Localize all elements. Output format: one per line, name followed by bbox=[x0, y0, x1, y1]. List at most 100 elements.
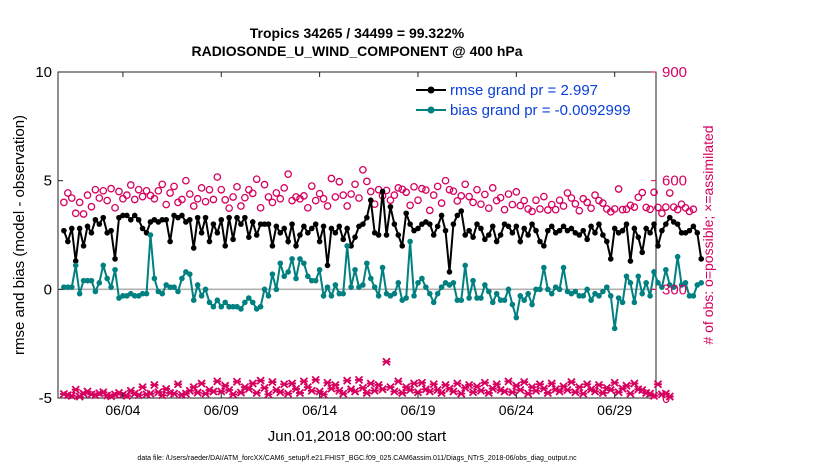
obs-possible-marker bbox=[587, 204, 595, 213]
rmse-point bbox=[265, 221, 272, 227]
obs-possible-marker bbox=[540, 192, 548, 201]
obs-possible-marker bbox=[154, 186, 163, 195]
bias-point bbox=[246, 295, 252, 301]
bias-point bbox=[312, 277, 319, 284]
rmse-point bbox=[367, 197, 374, 204]
rmse-point bbox=[568, 225, 575, 232]
bias-point bbox=[560, 264, 567, 271]
bias-point bbox=[175, 288, 181, 295]
obs-possible-marker bbox=[386, 196, 395, 205]
obs-assimilated-marker bbox=[366, 379, 375, 388]
obs-assimilated-marker bbox=[653, 380, 663, 389]
obs-possible-marker bbox=[166, 189, 174, 197]
obs-assimilated-marker bbox=[248, 379, 257, 388]
legend: rmse grand pr = 2.997 bias grand pr = -0… bbox=[416, 82, 631, 119]
rmse-point bbox=[529, 221, 535, 227]
rmse-point bbox=[478, 225, 484, 232]
bias-point bbox=[316, 266, 323, 273]
bias-point bbox=[360, 282, 366, 288]
y-right-tick-label: 0 bbox=[662, 390, 670, 407]
bias-point bbox=[580, 293, 587, 299]
bias-point bbox=[147, 232, 154, 238]
bias-point bbox=[584, 286, 590, 293]
rmse-point bbox=[230, 236, 236, 243]
obs-possible-marker bbox=[520, 196, 529, 205]
rmse-point bbox=[96, 221, 103, 227]
chart-title-line1: Tropics 34265 / 34499 = 99.322% bbox=[250, 25, 465, 41]
obs-assimilated-marker bbox=[457, 389, 466, 398]
obs-possible-marker bbox=[543, 206, 552, 214]
obs-possible-marker bbox=[103, 196, 112, 205]
obs-possible-marker bbox=[394, 184, 403, 192]
obs-possible-marker bbox=[359, 165, 367, 174]
obs-possible-marker bbox=[425, 206, 434, 215]
obs-possible-marker bbox=[646, 205, 654, 214]
footer-data-file: data file: /Users/raeder/DAI/ATM_forcXX/… bbox=[137, 455, 577, 462]
bias-point bbox=[131, 293, 138, 299]
obs-assimilated-marker bbox=[520, 377, 529, 387]
rmse-point bbox=[442, 227, 449, 234]
obs-possible-marker bbox=[484, 204, 493, 213]
obs-assimilated-marker bbox=[390, 387, 399, 396]
obs-assimilated-marker bbox=[476, 386, 486, 395]
bias-point bbox=[159, 290, 166, 297]
rmse-point bbox=[611, 225, 618, 232]
obs-possible-marker bbox=[536, 205, 544, 213]
obs-possible-marker bbox=[488, 184, 497, 192]
rmse-point bbox=[273, 223, 280, 230]
obs-possible-marker bbox=[327, 174, 336, 183]
obs-assimilated-marker bbox=[209, 387, 218, 396]
obs-possible-marker bbox=[366, 187, 375, 196]
obs-assimilated-marker bbox=[524, 389, 533, 398]
bias-point bbox=[257, 303, 264, 310]
bias-point bbox=[297, 256, 303, 262]
rmse-point bbox=[631, 225, 638, 232]
bias-point bbox=[364, 260, 370, 267]
obs-possible-marker bbox=[63, 189, 72, 197]
bias-point bbox=[674, 253, 681, 260]
bias-point bbox=[415, 280, 421, 286]
bias-point bbox=[371, 284, 378, 290]
rmse-point bbox=[663, 221, 669, 227]
obs-assimilated-marker bbox=[264, 390, 273, 399]
obs-possible-marker bbox=[551, 205, 560, 214]
bias-point bbox=[348, 284, 354, 290]
rmse-point bbox=[277, 230, 284, 236]
obs-possible-marker bbox=[130, 195, 139, 204]
y-right-tick-label: 900 bbox=[662, 64, 687, 81]
obs-assimilated-marker bbox=[409, 379, 419, 388]
bias-point bbox=[462, 262, 468, 269]
obs-possible-marker bbox=[512, 188, 521, 196]
rmse-point bbox=[497, 232, 504, 238]
bias-point bbox=[615, 295, 622, 301]
obs-possible-marker bbox=[555, 196, 564, 205]
rmse-point bbox=[517, 238, 524, 245]
bias-point bbox=[643, 280, 649, 286]
obs-assimilated-marker bbox=[398, 388, 407, 398]
bias-point bbox=[186, 271, 193, 277]
obs-possible-marker bbox=[626, 201, 635, 210]
obs-possible-marker bbox=[252, 175, 261, 184]
rmse-point bbox=[352, 234, 358, 240]
obs-possible-marker bbox=[158, 180, 167, 189]
obs-possible-marker bbox=[126, 181, 135, 189]
obs-possible-marker bbox=[685, 207, 694, 216]
obs-possible-marker bbox=[213, 173, 222, 181]
bias-point bbox=[607, 293, 614, 299]
obs-assimilated-marker bbox=[508, 388, 517, 397]
legend-bias-label: bias grand pr = -0.0092999 bbox=[450, 102, 631, 119]
rmse-point bbox=[206, 238, 213, 245]
obs-assimilated-marker bbox=[311, 375, 320, 385]
obs-possible-marker bbox=[339, 191, 348, 200]
bias-point bbox=[112, 266, 118, 273]
rmse-point bbox=[655, 243, 661, 249]
obs-assimilated-marker bbox=[252, 388, 261, 398]
rmse-point bbox=[525, 232, 531, 238]
obs-assimilated-marker bbox=[189, 382, 198, 392]
obs-possible-marker bbox=[665, 189, 674, 197]
obs-assimilated-marker bbox=[567, 377, 576, 387]
obs-possible-marker bbox=[508, 200, 517, 209]
rmse-point bbox=[305, 230, 311, 236]
obs-possible-marker bbox=[563, 189, 572, 197]
rmse-point bbox=[548, 223, 555, 230]
